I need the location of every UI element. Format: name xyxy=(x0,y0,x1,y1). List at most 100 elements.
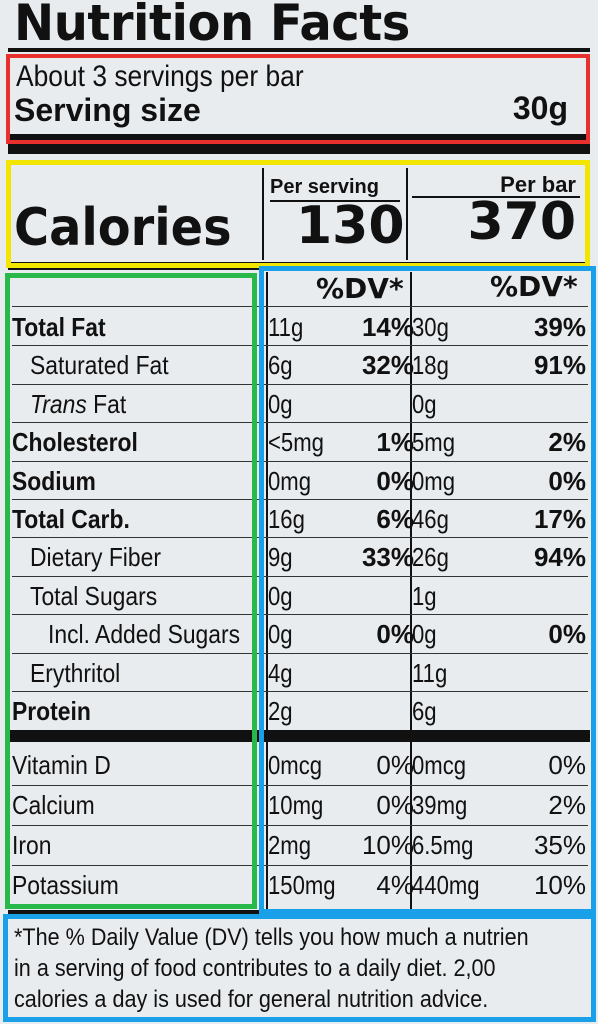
row-rule xyxy=(12,825,588,826)
nutrient-row: Total Fat 11g 14% 30g 39% xyxy=(12,308,588,346)
per-serving-header: Per serving xyxy=(270,176,379,198)
serving-amount: 4g xyxy=(268,657,293,688)
row-rule xyxy=(12,614,588,616)
serving-size-value: 30g xyxy=(512,90,568,126)
dv-header-serving: %DV* xyxy=(316,272,404,305)
nutrient-name: Total Sugars xyxy=(30,580,158,611)
row-rule xyxy=(12,345,588,347)
thick-rule-footnote xyxy=(8,910,590,916)
title-rule xyxy=(8,48,590,52)
row-rule xyxy=(12,785,588,786)
nutrient-row: Trans Fat 0g 0g xyxy=(12,385,588,423)
row-rule xyxy=(12,460,588,462)
label-title: Nutrition Facts xyxy=(14,0,410,52)
serving-dv: 14% xyxy=(361,312,414,342)
per-bar-rule xyxy=(412,196,580,198)
bar-amount: 0g xyxy=(412,388,437,419)
serving-amount: 0mg xyxy=(268,465,311,496)
nutrient-row: Protein 2g 6g xyxy=(12,692,588,730)
bar-amount: 26g xyxy=(412,542,449,573)
row-rule xyxy=(12,575,588,577)
serving-dv: 0% xyxy=(376,465,414,496)
bar-amount: 39mg xyxy=(412,790,468,820)
nutrient-row: Total Sugars 0g 1g xyxy=(12,577,588,615)
serving-amount: 0g xyxy=(268,619,293,650)
bar-dv: 2% xyxy=(548,427,586,458)
bar-amount: 46g xyxy=(412,504,449,534)
mineral-name: Calcium xyxy=(12,790,95,820)
serving-dv: 32% xyxy=(361,350,414,381)
mineral-row: Vitamin D 0mcg 0% 0mcg 0% xyxy=(12,746,588,784)
serving-dv: 4% xyxy=(376,870,414,900)
row-rule xyxy=(12,383,588,385)
mineral-row: Calcium 10mg 0% 39mg 2% xyxy=(12,786,588,824)
bar-dv: 35% xyxy=(533,830,586,860)
bar-amount: 18g xyxy=(412,350,449,381)
row-rule xyxy=(12,865,588,866)
bar-amount: 11g xyxy=(412,657,448,688)
servings-per-container: About 3 servings per bar xyxy=(16,60,304,93)
serving-dv: 33% xyxy=(361,542,414,573)
thick-rule-calories xyxy=(8,262,590,270)
serving-dv: 10% xyxy=(361,830,414,860)
bar-dv: 0% xyxy=(548,619,586,650)
serving-amount: 2mg xyxy=(268,830,311,860)
bar-amount: 1g xyxy=(412,580,437,611)
serving-amount: 0g xyxy=(268,388,293,419)
calories-label: Calories xyxy=(14,198,232,258)
bar-amount: 5mg xyxy=(412,427,455,458)
nutrient-name-italic: Trans xyxy=(30,388,87,419)
bar-amount: 30g xyxy=(412,312,449,342)
column-divider-2 xyxy=(410,272,412,910)
daily-value-footnote: *The % Daily Value (DV) tells you how mu… xyxy=(14,922,540,1015)
serving-amount: 9g xyxy=(268,542,293,573)
serving-dv: 6% xyxy=(376,504,414,534)
mineral-row: Potassium 150mg 4% 440mg 10% xyxy=(12,866,588,904)
per-serving-rule xyxy=(270,200,400,202)
nutrient-row: Incl. Added Sugars 0g 0% 0g 0% xyxy=(12,615,588,653)
nutrient-row: Sodium 0mg 0% 0mg 0% xyxy=(12,462,588,500)
row-rule-head xyxy=(12,306,588,307)
mineral-row: Iron 2mg 10% 6.5mg 35% xyxy=(12,826,588,864)
bar-amount: 0mcg xyxy=(412,750,467,780)
mineral-name: Vitamin D xyxy=(12,750,111,780)
row-rule xyxy=(12,422,588,424)
nutrient-row: Saturated Fat 6g 32% 18g 91% xyxy=(12,346,588,384)
calories-per-bar: 370 xyxy=(467,192,576,252)
bar-dv: 2% xyxy=(548,790,586,820)
bar-dv: 39% xyxy=(533,312,586,342)
footnote-line-2: in a serving of food contributes to a da… xyxy=(14,955,496,982)
serving-amount: 2g xyxy=(268,696,293,726)
nutrient-name: Sodium xyxy=(12,465,96,496)
serving-dv: 0% xyxy=(376,619,414,650)
per-bar-header: Per bar xyxy=(500,172,576,197)
calories-divider-1 xyxy=(262,168,264,260)
calories-per-serving: 130 xyxy=(296,196,405,256)
serving-amount: 0g xyxy=(268,580,293,611)
serving-amount: 6g xyxy=(268,350,293,381)
nutrient-row: Total Carb. 16g 6% 46g 17% xyxy=(12,500,588,538)
bar-dv: 17% xyxy=(533,504,586,534)
nutrient-name: Total Carb. xyxy=(12,504,130,534)
bar-amount: 6g xyxy=(412,696,437,726)
bar-dv: 10% xyxy=(533,870,586,900)
row-rule xyxy=(12,652,588,654)
nutrient-row: Dietary Fiber 9g 33% 26g 94% xyxy=(12,538,588,576)
calories-divider-2 xyxy=(406,168,408,260)
mineral-name: Iron xyxy=(12,830,52,860)
mineral-name: Potassium xyxy=(12,870,119,900)
nutrient-name: Cholesterol xyxy=(12,427,138,458)
column-divider-1 xyxy=(266,272,268,910)
row-rule xyxy=(12,499,588,500)
nutrient-name: Dietary Fiber xyxy=(30,542,161,573)
bar-amount: 0mg xyxy=(412,465,455,496)
bar-amount: 6.5mg xyxy=(412,830,474,860)
serving-amount: 16g xyxy=(268,504,305,534)
nutrient-name-rest: Fat xyxy=(93,388,127,419)
thick-rule-protein xyxy=(8,730,590,742)
bar-dv: 94% xyxy=(533,542,586,573)
nutrient-row: Cholesterol <5mg 1% 5mg 2% xyxy=(12,423,588,461)
nutrient-name: Incl. Added Sugars xyxy=(48,619,241,650)
nutrient-name: Total Fat xyxy=(12,312,106,342)
